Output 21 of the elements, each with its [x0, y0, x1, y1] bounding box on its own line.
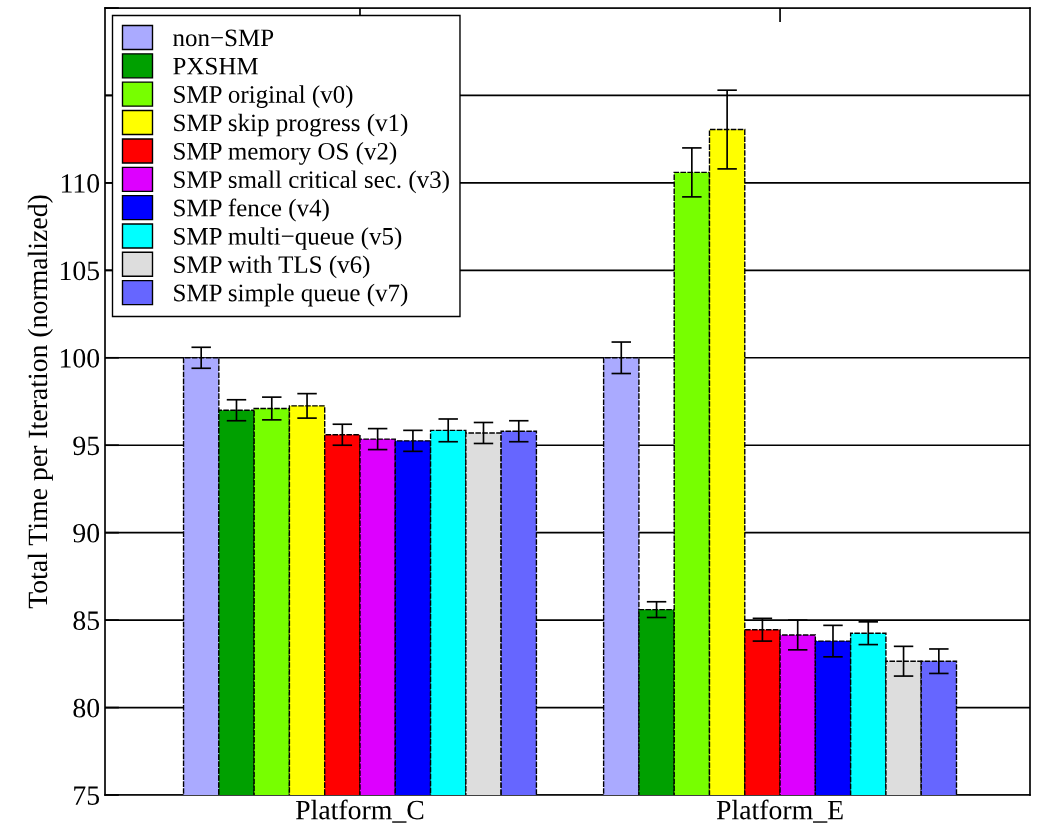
y-tick-label: 90 [73, 523, 100, 543]
legend-label: SMP skip progress (v1) [174, 113, 408, 137]
legend-label: SMP simple queue (v7) [174, 283, 408, 307]
x-tick-label: Platform_C [295, 799, 424, 823]
legend-label: PXSHM [173, 57, 258, 75]
y-tick-label: 110 [61, 174, 100, 193]
legend-label: SMP small critical sec. (v3) [174, 170, 449, 194]
y-tick-label: 85 [73, 611, 100, 631]
legend-label: SMP memory OS (v2) [174, 142, 397, 165]
legend-label: non−SMP [173, 29, 274, 47]
y-axis-title: Total Time per Iteration (normalized) [27, 195, 53, 609]
legend-label: SMP fence (v4) [174, 198, 329, 222]
y-tick-label: 95 [73, 436, 100, 456]
y-tick-label: 75 [74, 786, 100, 805]
legend-label: SMP with TLS (v6) [174, 255, 370, 279]
legend-label: SMP original (v0) [174, 85, 353, 109]
y-tick-label: 100 [60, 348, 100, 368]
y-tick-label: 105 [60, 261, 100, 281]
x-tick-label: Platform_E [716, 799, 843, 823]
y-tick-label: 80 [73, 698, 100, 718]
legend-label: SMP multi−queue (v5) [174, 227, 402, 250]
